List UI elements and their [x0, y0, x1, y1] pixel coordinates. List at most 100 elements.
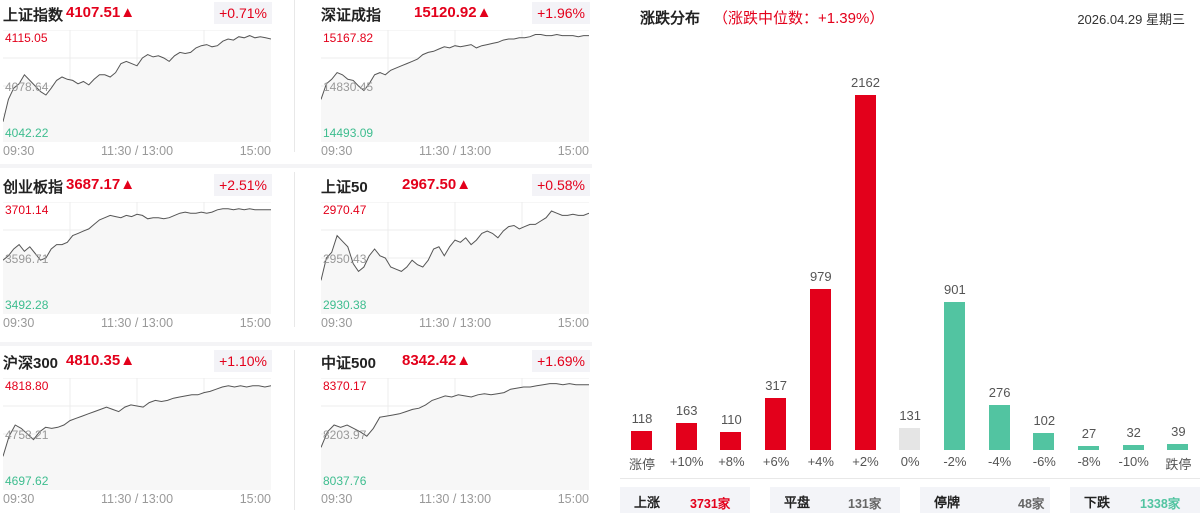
bar-value: 901	[944, 282, 966, 298]
bar[interactable]	[1122, 444, 1144, 450]
time-midday: 11:30 / 13:00	[419, 144, 492, 158]
index-card-sse-50[interactable]: 上证50 2967.50▲ +0.58% 2970.47 2950.43 293…	[318, 172, 590, 337]
bar[interactable]	[899, 428, 921, 450]
bar-group[interactable]: 110 +8%	[709, 0, 753, 470]
bar[interactable]	[809, 289, 831, 450]
bar-category: 跌停	[1165, 457, 1192, 472]
index-name: 沪深300	[3, 355, 59, 372]
intraday-line	[321, 378, 589, 490]
index-price: 2967.50▲	[402, 176, 472, 193]
time-open: 09:30	[321, 492, 353, 506]
bar-category: +10%	[669, 454, 704, 469]
time-close: 15:00	[557, 316, 589, 330]
bar-value: 27	[1081, 425, 1097, 441]
intraday-line	[3, 202, 271, 314]
time-axis: 09:30 11:30 / 13:00 15:00	[321, 492, 589, 508]
intraday-chart[interactable]: 3701.14 3596.71 3492.28	[3, 202, 271, 314]
index-card-chinext[interactable]: 创业板指 3687.17▲ +2.51% 3701.14 3596.71 349…	[0, 172, 272, 337]
y-high-label: 4818.80	[5, 379, 49, 393]
intraday-line	[3, 30, 271, 142]
y-low-label: 3492.28	[5, 298, 49, 312]
bar[interactable]	[720, 431, 742, 450]
bar-value: 163	[675, 403, 698, 419]
y-mid-label: 3596.71	[5, 252, 49, 266]
index-header: 中证500 8342.42▲ +1.69%	[318, 350, 590, 372]
bar-value: 131	[899, 408, 922, 424]
bar[interactable]	[675, 423, 697, 450]
index-header: 深证成指 15120.92▲ +1.96%	[318, 2, 590, 24]
intraday-chart[interactable]: 8370.17 8203.97 8037.76	[321, 378, 589, 490]
bar-group[interactable]: 317 +6%	[754, 0, 798, 470]
bar-group[interactable]: 27 -8%	[1067, 0, 1111, 470]
index-change-badge: +2.51%	[214, 174, 272, 196]
bar[interactable]	[1033, 433, 1055, 450]
column-divider	[294, 350, 295, 510]
index-change-badge: +1.96%	[532, 2, 590, 24]
index-card-csi-500[interactable]: 中证500 8342.42▲ +1.69% 8370.17 8203.97 80…	[318, 348, 590, 513]
bar[interactable]	[1078, 445, 1099, 450]
bar[interactable]	[765, 397, 787, 450]
index-price: 4810.35▲	[66, 352, 136, 369]
index-card-sse-composite[interactable]: 上证指数 4107.51▲ +0.71% 4115.05 4078.64 404…	[0, 0, 272, 165]
bar[interactable]	[1167, 443, 1189, 450]
bar-value: 32	[1126, 424, 1141, 440]
bar-value: 2162	[851, 75, 880, 90]
summary-label: 平盘	[784, 495, 811, 510]
index-change-badge: +0.71%	[214, 2, 272, 24]
bar-value: 118	[631, 410, 653, 426]
intraday-chart[interactable]: 2970.47 2950.43 2930.38	[321, 202, 589, 314]
up-arrow-icon: ▲	[120, 176, 136, 193]
intraday-line	[321, 30, 589, 142]
bar-value: 276	[988, 384, 1011, 400]
bar-group[interactable]: 276 -4%	[978, 0, 1022, 470]
summary-count: 48家	[1018, 497, 1045, 511]
bar-group[interactable]: 39 跌停	[1156, 0, 1200, 472]
time-axis: 09:30 11:30 / 13:00 15:00	[321, 144, 589, 160]
bar-group[interactable]: 131 0%	[888, 0, 932, 470]
bar[interactable]	[988, 404, 1010, 450]
up-arrow-icon: ▲	[456, 352, 472, 369]
summary-label: 下跌	[1084, 495, 1111, 510]
index-name: 中证500	[321, 355, 377, 372]
distribution-title: 涨跌分布	[640, 10, 701, 27]
bar-group[interactable]: 118 涨停	[620, 0, 664, 472]
bar-category: +4%	[807, 454, 834, 469]
index-header: 创业板指 3687.17▲ +2.51%	[0, 174, 272, 196]
intraday-chart[interactable]: 15167.82 14830.45 14493.09	[321, 30, 589, 142]
bar-group[interactable]: 32 -10%	[1112, 0, 1156, 470]
y-mid-label: 4078.64	[5, 80, 49, 94]
bar-group[interactable]: 2162 +2%	[844, 0, 888, 470]
bar-value: 102	[1033, 413, 1056, 429]
intraday-chart[interactable]: 4818.80 4758.21 4697.62	[3, 378, 271, 490]
bar-category: -4%	[988, 454, 1012, 469]
summary-up: 上涨 3731家	[620, 487, 750, 513]
bar-group[interactable]: 901 -2%	[933, 0, 977, 470]
bar-value: 110	[721, 411, 742, 427]
median-change: （涨跌中位数：+1.39%）	[713, 10, 885, 27]
bar[interactable]	[854, 95, 876, 450]
y-high-label: 8370.17	[323, 379, 367, 393]
index-header: 沪深300 4810.35▲ +1.10%	[0, 350, 272, 372]
bar[interactable]	[631, 430, 652, 450]
index-card-csi-300[interactable]: 沪深300 4810.35▲ +1.10% 4818.80 4758.21 46…	[0, 348, 272, 513]
y-high-label: 4115.05	[5, 31, 48, 45]
bar-group[interactable]: 163 +10%	[665, 0, 709, 470]
bar[interactable]	[943, 302, 965, 450]
bar-group[interactable]: 979 +4%	[799, 0, 843, 470]
time-axis: 09:30 11:30 / 13:00 15:00	[3, 316, 271, 332]
bar-value: 39	[1171, 423, 1186, 439]
index-name: 上证指数	[3, 7, 64, 24]
bar-category: -8%	[1077, 454, 1101, 469]
trade-date: 2026.04.29 星期三	[1077, 12, 1185, 27]
index-price: 4107.51▲	[66, 4, 136, 21]
index-price: 3687.17▲	[66, 176, 136, 193]
bar-group[interactable]: 102 -6%	[1022, 0, 1066, 470]
index-card-szse-component[interactable]: 深证成指 15120.92▲ +1.96% 15167.82 14830.45 …	[318, 0, 590, 165]
y-low-label: 4042.22	[5, 126, 49, 140]
up-arrow-icon: ▲	[476, 4, 492, 21]
intraday-chart[interactable]: 4115.05 4078.64 4042.22	[3, 30, 271, 142]
index-change-badge: +1.69%	[532, 350, 590, 372]
y-high-label: 15167.82	[323, 31, 374, 45]
index-panel: 上证指数 4107.51▲ +0.71% 4115.05 4078.64 404…	[0, 0, 592, 513]
time-midday: 11:30 / 13:00	[419, 492, 492, 506]
